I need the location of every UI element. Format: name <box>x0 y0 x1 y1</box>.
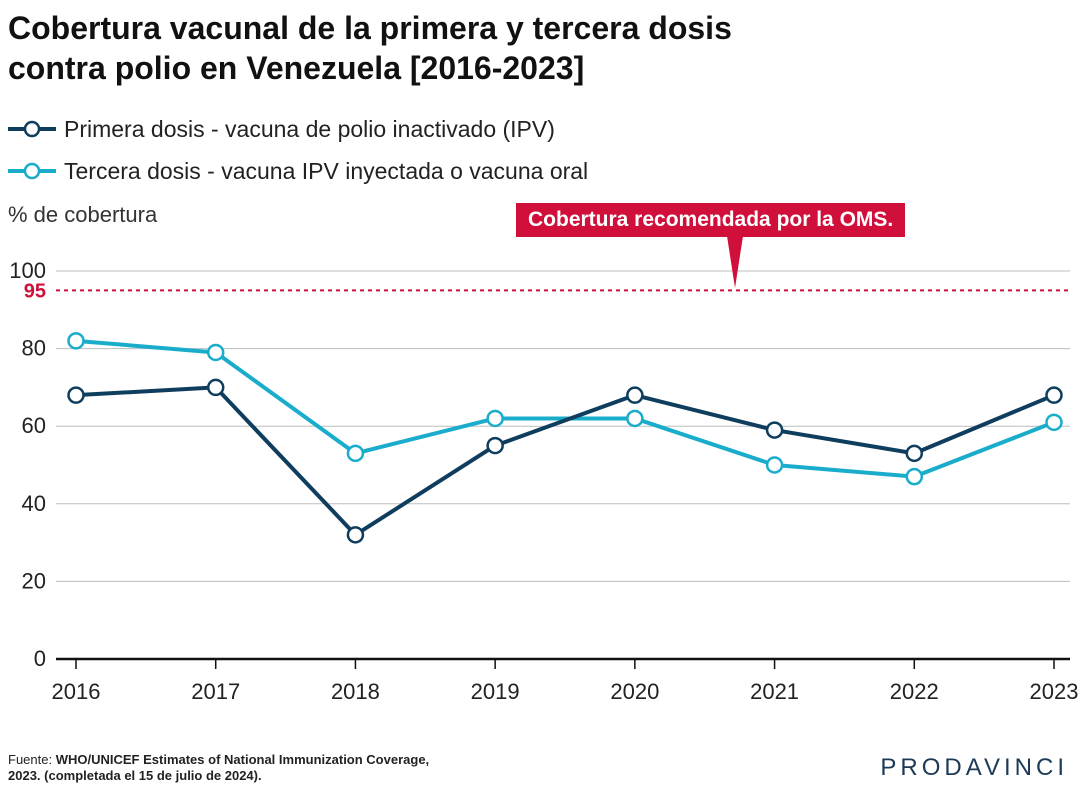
y-tick-label-100: 100 <box>9 258 46 283</box>
legend-swatch-primera <box>8 120 56 138</box>
legend-item-tercera: Tercera dosis - vacuna IPV inyectada o v… <box>8 150 588 192</box>
y-tick-label-60: 60 <box>22 413 46 438</box>
point-primera-2016 <box>67 386 85 404</box>
y-axis-label: % de cobertura <box>8 202 158 227</box>
source-note: Fuente: WHO/UNICEF Estimates of National… <box>8 752 429 784</box>
x-tick-label-2020: 2020 <box>610 679 659 704</box>
x-tick-label-2016: 2016 <box>52 679 101 704</box>
legend-item-primera: Primera dosis - vacuna de polio inactiva… <box>8 108 588 150</box>
y-tick-label-0: 0 <box>34 646 46 671</box>
point-tercera-2021 <box>765 456 784 474</box>
point-tercera-2019 <box>486 409 504 428</box>
legend-swatch-tercera <box>8 162 56 180</box>
brand-logo: PRODAVINCI <box>880 754 1068 781</box>
point-tercera-2023 <box>1045 413 1063 432</box>
chart-title: Cobertura vacunal de la primera y tercer… <box>8 8 1008 88</box>
legend-label-tercera: Tercera dosis - vacuna IPV inyectada o v… <box>64 157 589 184</box>
source-line-2: 2023. (completada el 15 de julio de 2024… <box>8 768 262 783</box>
point-primera-2020 <box>626 386 644 404</box>
point-tercera-2018 <box>346 444 365 463</box>
point-tercera-2017 <box>206 343 225 362</box>
who-recommendation-callout: Cobertura recomendada por la OMS. <box>516 203 906 237</box>
series-line-primera <box>74 385 1056 537</box>
y-tick-label-20: 20 <box>22 568 46 593</box>
source-prefix: Fuente: <box>8 752 53 767</box>
callout-pointer <box>727 236 743 288</box>
x-tick-label-2023: 2023 <box>1030 679 1079 704</box>
point-tercera-2020 <box>626 409 644 428</box>
x-tick-label-2022: 2022 <box>890 679 939 704</box>
legend: Primera dosis - vacuna de polio inactiva… <box>8 108 588 192</box>
point-primera-2018 <box>346 526 365 544</box>
x-tick-label-2017: 2017 <box>191 679 240 704</box>
y-tick-label-40: 40 <box>22 491 46 516</box>
x-tick-label-2018: 2018 <box>331 679 380 704</box>
reference-tick-label: 95 <box>24 280 46 302</box>
y-tick-label-80: 80 <box>22 336 46 361</box>
point-primera-2021 <box>765 421 784 439</box>
title-line-2: contra polio en Venezuela [2016-2023] <box>8 50 585 86</box>
point-primera-2022 <box>905 444 924 463</box>
point-primera-2023 <box>1045 386 1063 404</box>
point-tercera-2016 <box>67 332 85 350</box>
x-tick-label-2021: 2021 <box>750 679 799 704</box>
x-tick-label-2019: 2019 <box>471 679 520 704</box>
point-primera-2017 <box>206 378 225 397</box>
point-primera-2019 <box>486 436 504 455</box>
legend-label-primera: Primera dosis - vacuna de polio inactiva… <box>64 115 555 142</box>
title-line-1: Cobertura vacunal de la primera y tercer… <box>8 10 732 46</box>
source-line-1: WHO/UNICEF Estimates of National Immuniz… <box>55 752 430 767</box>
point-tercera-2022 <box>905 467 924 486</box>
